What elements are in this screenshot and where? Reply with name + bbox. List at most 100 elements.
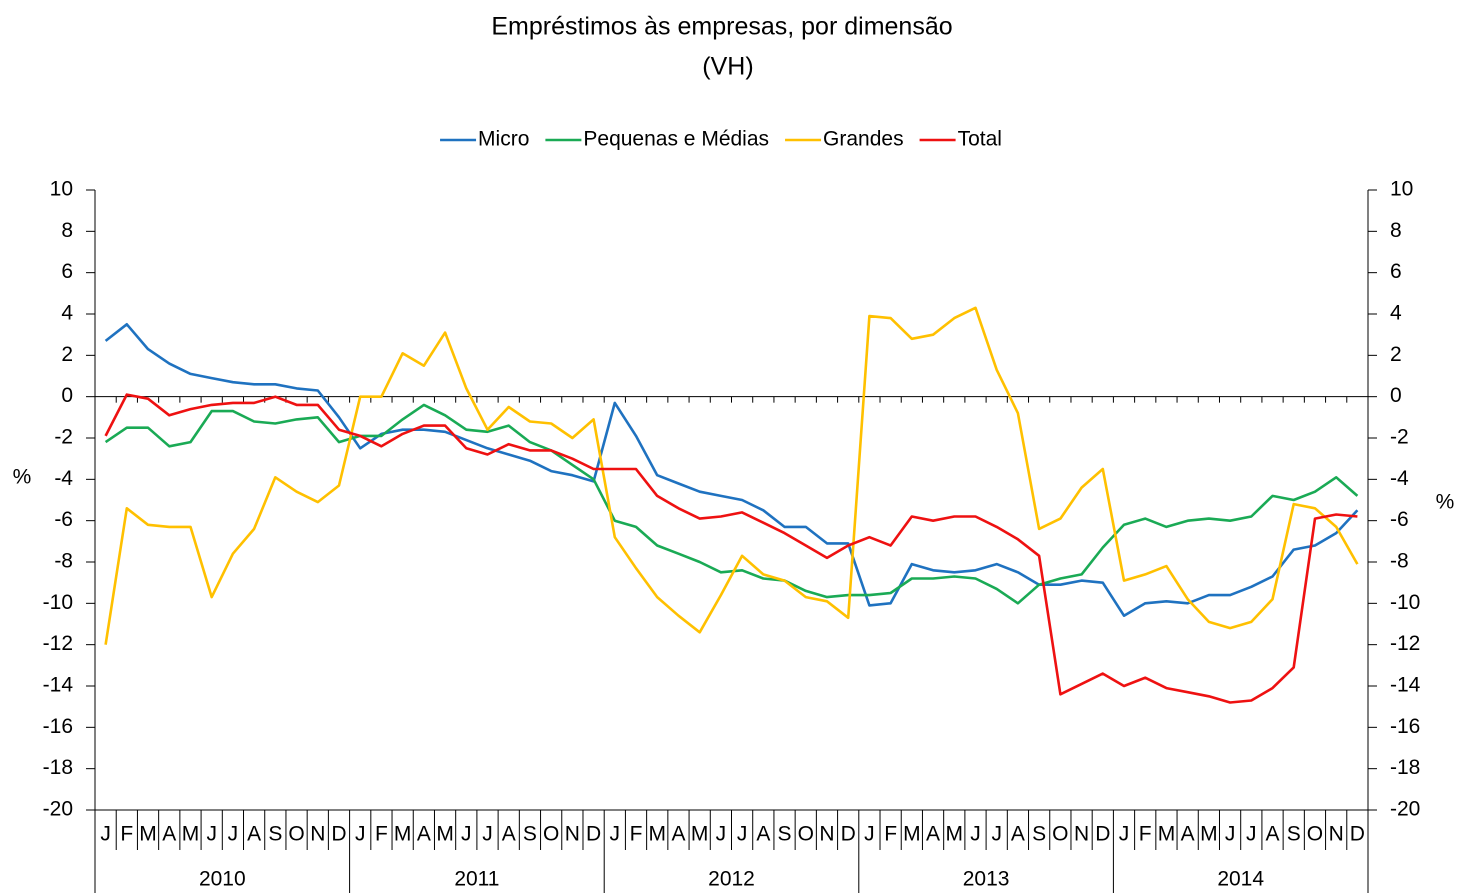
- y2-tick-label: -8: [1390, 550, 1409, 573]
- x-tick-label: J: [864, 823, 875, 846]
- x-tick-label: F: [1139, 823, 1152, 846]
- x-tick-label: D: [1350, 823, 1365, 846]
- x-tick-label: A: [1181, 823, 1195, 846]
- x-tick-label: J: [716, 823, 727, 846]
- x-tick-label: A: [1266, 823, 1280, 846]
- x-tick-label: F: [884, 823, 897, 846]
- x-tick-label: M: [182, 823, 200, 846]
- x-tick-label: S: [1032, 823, 1046, 846]
- x-tick-label: D: [841, 823, 856, 846]
- y-tick-label: 8: [61, 219, 73, 242]
- x-tick-label: N: [310, 823, 325, 846]
- y2-tick-label: -4: [1390, 467, 1409, 490]
- x-tick-label: M: [1200, 823, 1218, 846]
- y2-tick-label: -2: [1390, 426, 1409, 449]
- x-tick-label: O: [1307, 823, 1323, 846]
- x-tick-label: O: [543, 823, 559, 846]
- legend-label: Micro: [478, 128, 529, 151]
- series-line: [104, 306, 1359, 645]
- legend-label: Grandes: [823, 128, 904, 151]
- legend-label: Pequenas e Médias: [583, 128, 769, 151]
- x-tick-label: J: [991, 823, 1002, 846]
- x-tick-label: N: [1074, 823, 1089, 846]
- x-tick-label: O: [1052, 823, 1068, 846]
- y-tick-label: 2: [61, 343, 73, 366]
- y-tick-label: -12: [43, 632, 73, 655]
- x-tick-label: O: [288, 823, 304, 846]
- x-tick-label: J: [970, 823, 981, 846]
- y-tick-label: 10: [50, 178, 73, 201]
- y2-tick-label: 2: [1390, 343, 1402, 366]
- x-tick-label: S: [268, 823, 282, 846]
- x-tick-label: J: [1225, 823, 1236, 846]
- y-tick-label: 4: [61, 302, 73, 325]
- x-tick-label: D: [331, 823, 346, 846]
- x-tick-label: J: [100, 823, 111, 846]
- chart-subtitle: (VH): [702, 53, 753, 81]
- x-tick-label: A: [671, 823, 685, 846]
- x-tick-label: J: [482, 823, 493, 846]
- x-tick-label: M: [648, 823, 666, 846]
- series-line: [104, 403, 1359, 605]
- x-tick-label: A: [756, 823, 770, 846]
- x-tick-label: N: [1329, 823, 1344, 846]
- x-tick-label: A: [417, 823, 431, 846]
- x-tick-label: F: [375, 823, 388, 846]
- x-tick-label: N: [565, 823, 580, 846]
- y2-tick-label: -18: [1390, 756, 1420, 779]
- y-tick-label: -8: [54, 550, 73, 573]
- chart-title: Empréstimos às empresas, por dimensão: [491, 13, 952, 41]
- x-tick-label: M: [1158, 823, 1176, 846]
- x-tick-label: J: [228, 823, 239, 846]
- y2-tick-label: 10: [1390, 178, 1413, 201]
- y-tick-label: 0: [61, 384, 73, 407]
- x-tick-label: S: [1287, 823, 1301, 846]
- y2-tick-label: -6: [1390, 508, 1409, 531]
- x-tick-label: M: [436, 823, 454, 846]
- y2-tick-label: -20: [1390, 798, 1420, 821]
- year-label: 2010: [199, 868, 246, 891]
- y2-tick-label: -16: [1390, 715, 1420, 738]
- x-tick-label: A: [162, 823, 176, 846]
- x-tick-label: M: [394, 823, 412, 846]
- x-tick-label: M: [139, 823, 157, 846]
- y2-tick-label: -14: [1390, 674, 1421, 697]
- x-tick-label: J: [737, 823, 748, 846]
- x-tick-label: A: [1011, 823, 1025, 846]
- y2-tick-label: 4: [1390, 302, 1402, 325]
- x-tick-label: J: [355, 823, 366, 846]
- x-tick-label: M: [903, 823, 921, 846]
- series-line: [104, 393, 1358, 704]
- x-tick-label: A: [502, 823, 516, 846]
- y-tick-label: -20: [43, 798, 73, 821]
- x-tick-label: J: [610, 823, 621, 846]
- y2-tick-label: 8: [1390, 219, 1402, 242]
- x-tick-label: S: [523, 823, 537, 846]
- x-tick-label: F: [120, 823, 133, 846]
- y-tick-label: -14: [43, 674, 74, 697]
- y-tick-label: -10: [43, 591, 73, 614]
- y-axis-label: %: [13, 466, 32, 489]
- x-tick-label: S: [778, 823, 792, 846]
- y-tick-label: 6: [61, 260, 73, 283]
- x-tick-label: D: [586, 823, 601, 846]
- y2-tick-label: 0: [1390, 384, 1402, 407]
- x-tick-label: J: [461, 823, 472, 846]
- x-tick-label: M: [691, 823, 709, 846]
- y2-axis-label: %: [1436, 491, 1455, 514]
- x-tick-label: A: [247, 823, 261, 846]
- year-label: 2012: [708, 868, 755, 891]
- y-tick-label: -2: [54, 426, 73, 449]
- legend-label: Total: [958, 128, 1002, 151]
- y-tick-label: -18: [43, 756, 73, 779]
- x-tick-label: J: [1246, 823, 1257, 846]
- year-label: 2011: [454, 868, 499, 891]
- x-tick-label: F: [630, 823, 643, 846]
- x-tick-label: J: [206, 823, 217, 846]
- y-tick-label: -6: [54, 508, 73, 531]
- x-tick-label: A: [926, 823, 940, 846]
- x-tick-label: N: [819, 823, 834, 846]
- y-tick-label: -16: [43, 715, 73, 738]
- y2-tick-label: -10: [1390, 591, 1420, 614]
